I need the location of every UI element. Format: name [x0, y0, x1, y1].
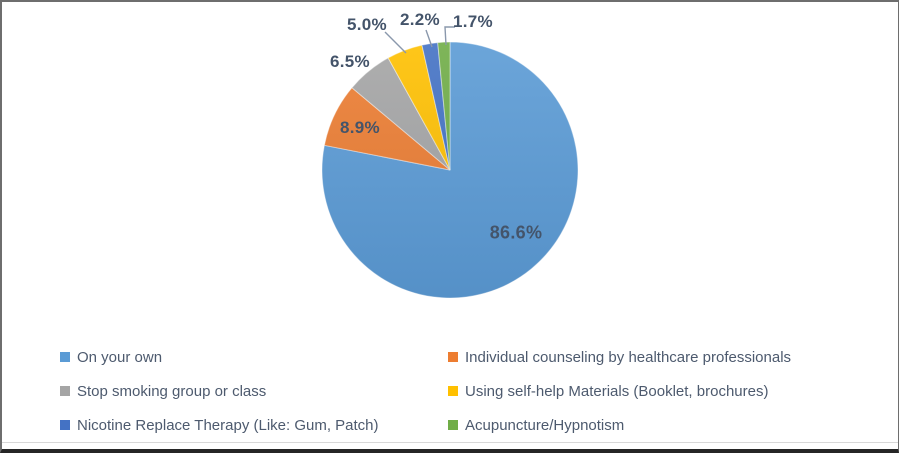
data-label-individual-counseling: 8.9% [340, 118, 380, 137]
data-label-acupuncture: 1.7% [453, 12, 493, 31]
legend-swatch-gray-icon [60, 386, 70, 396]
legend-label: Individual counseling by healthcare prof… [465, 348, 792, 366]
legend-label: Using self-help Materials (Booklet, broc… [465, 382, 769, 400]
pie-slices [321, 41, 579, 299]
data-label-nicotine-replace: 2.2% [400, 10, 440, 29]
legend-item-individual-counseling: Individual counseling by healthcare prof… [448, 340, 860, 374]
legend-label: Stop smoking group or class [77, 382, 267, 400]
legend-swatch-blue-icon [60, 352, 70, 362]
legend-item-stop-smoking-group: Stop smoking group or class [60, 374, 448, 408]
legend-item-acupuncture: Acupuncture/Hypnotism [448, 408, 860, 442]
chart-area-divider [2, 442, 898, 443]
legend-swatch-darkblue-icon [60, 420, 70, 430]
legend-item-nicotine-replace: Nicotine Replace Therapy (Like: Gum, Pat… [60, 408, 448, 442]
data-label-self-help-materials: 5.0% [347, 15, 387, 34]
legend: On your own Individual counseling by hea… [60, 340, 860, 442]
data-label-stop-smoking-group: 6.5% [330, 52, 370, 71]
legend-swatch-orange-icon [448, 352, 458, 362]
leader-lines [384, 26, 455, 54]
legend-item-on-your-own: On your own [60, 340, 448, 374]
leader-line-0 [384, 31, 407, 54]
leader-line-2 [444, 26, 455, 46]
legend-swatch-green-icon [448, 420, 458, 430]
legend-label: Acupuncture/Hypnotism [465, 416, 625, 434]
legend-label: Nicotine Replace Therapy (Like: Gum, Pat… [77, 416, 379, 434]
data-label-on-your-own: 86.6% [489, 222, 543, 243]
leader-line-1 [425, 29, 433, 48]
legend-swatch-yellow-icon [448, 386, 458, 396]
legend-label: On your own [77, 348, 163, 366]
legend-item-self-help-materials: Using self-help Materials (Booklet, broc… [448, 374, 860, 408]
